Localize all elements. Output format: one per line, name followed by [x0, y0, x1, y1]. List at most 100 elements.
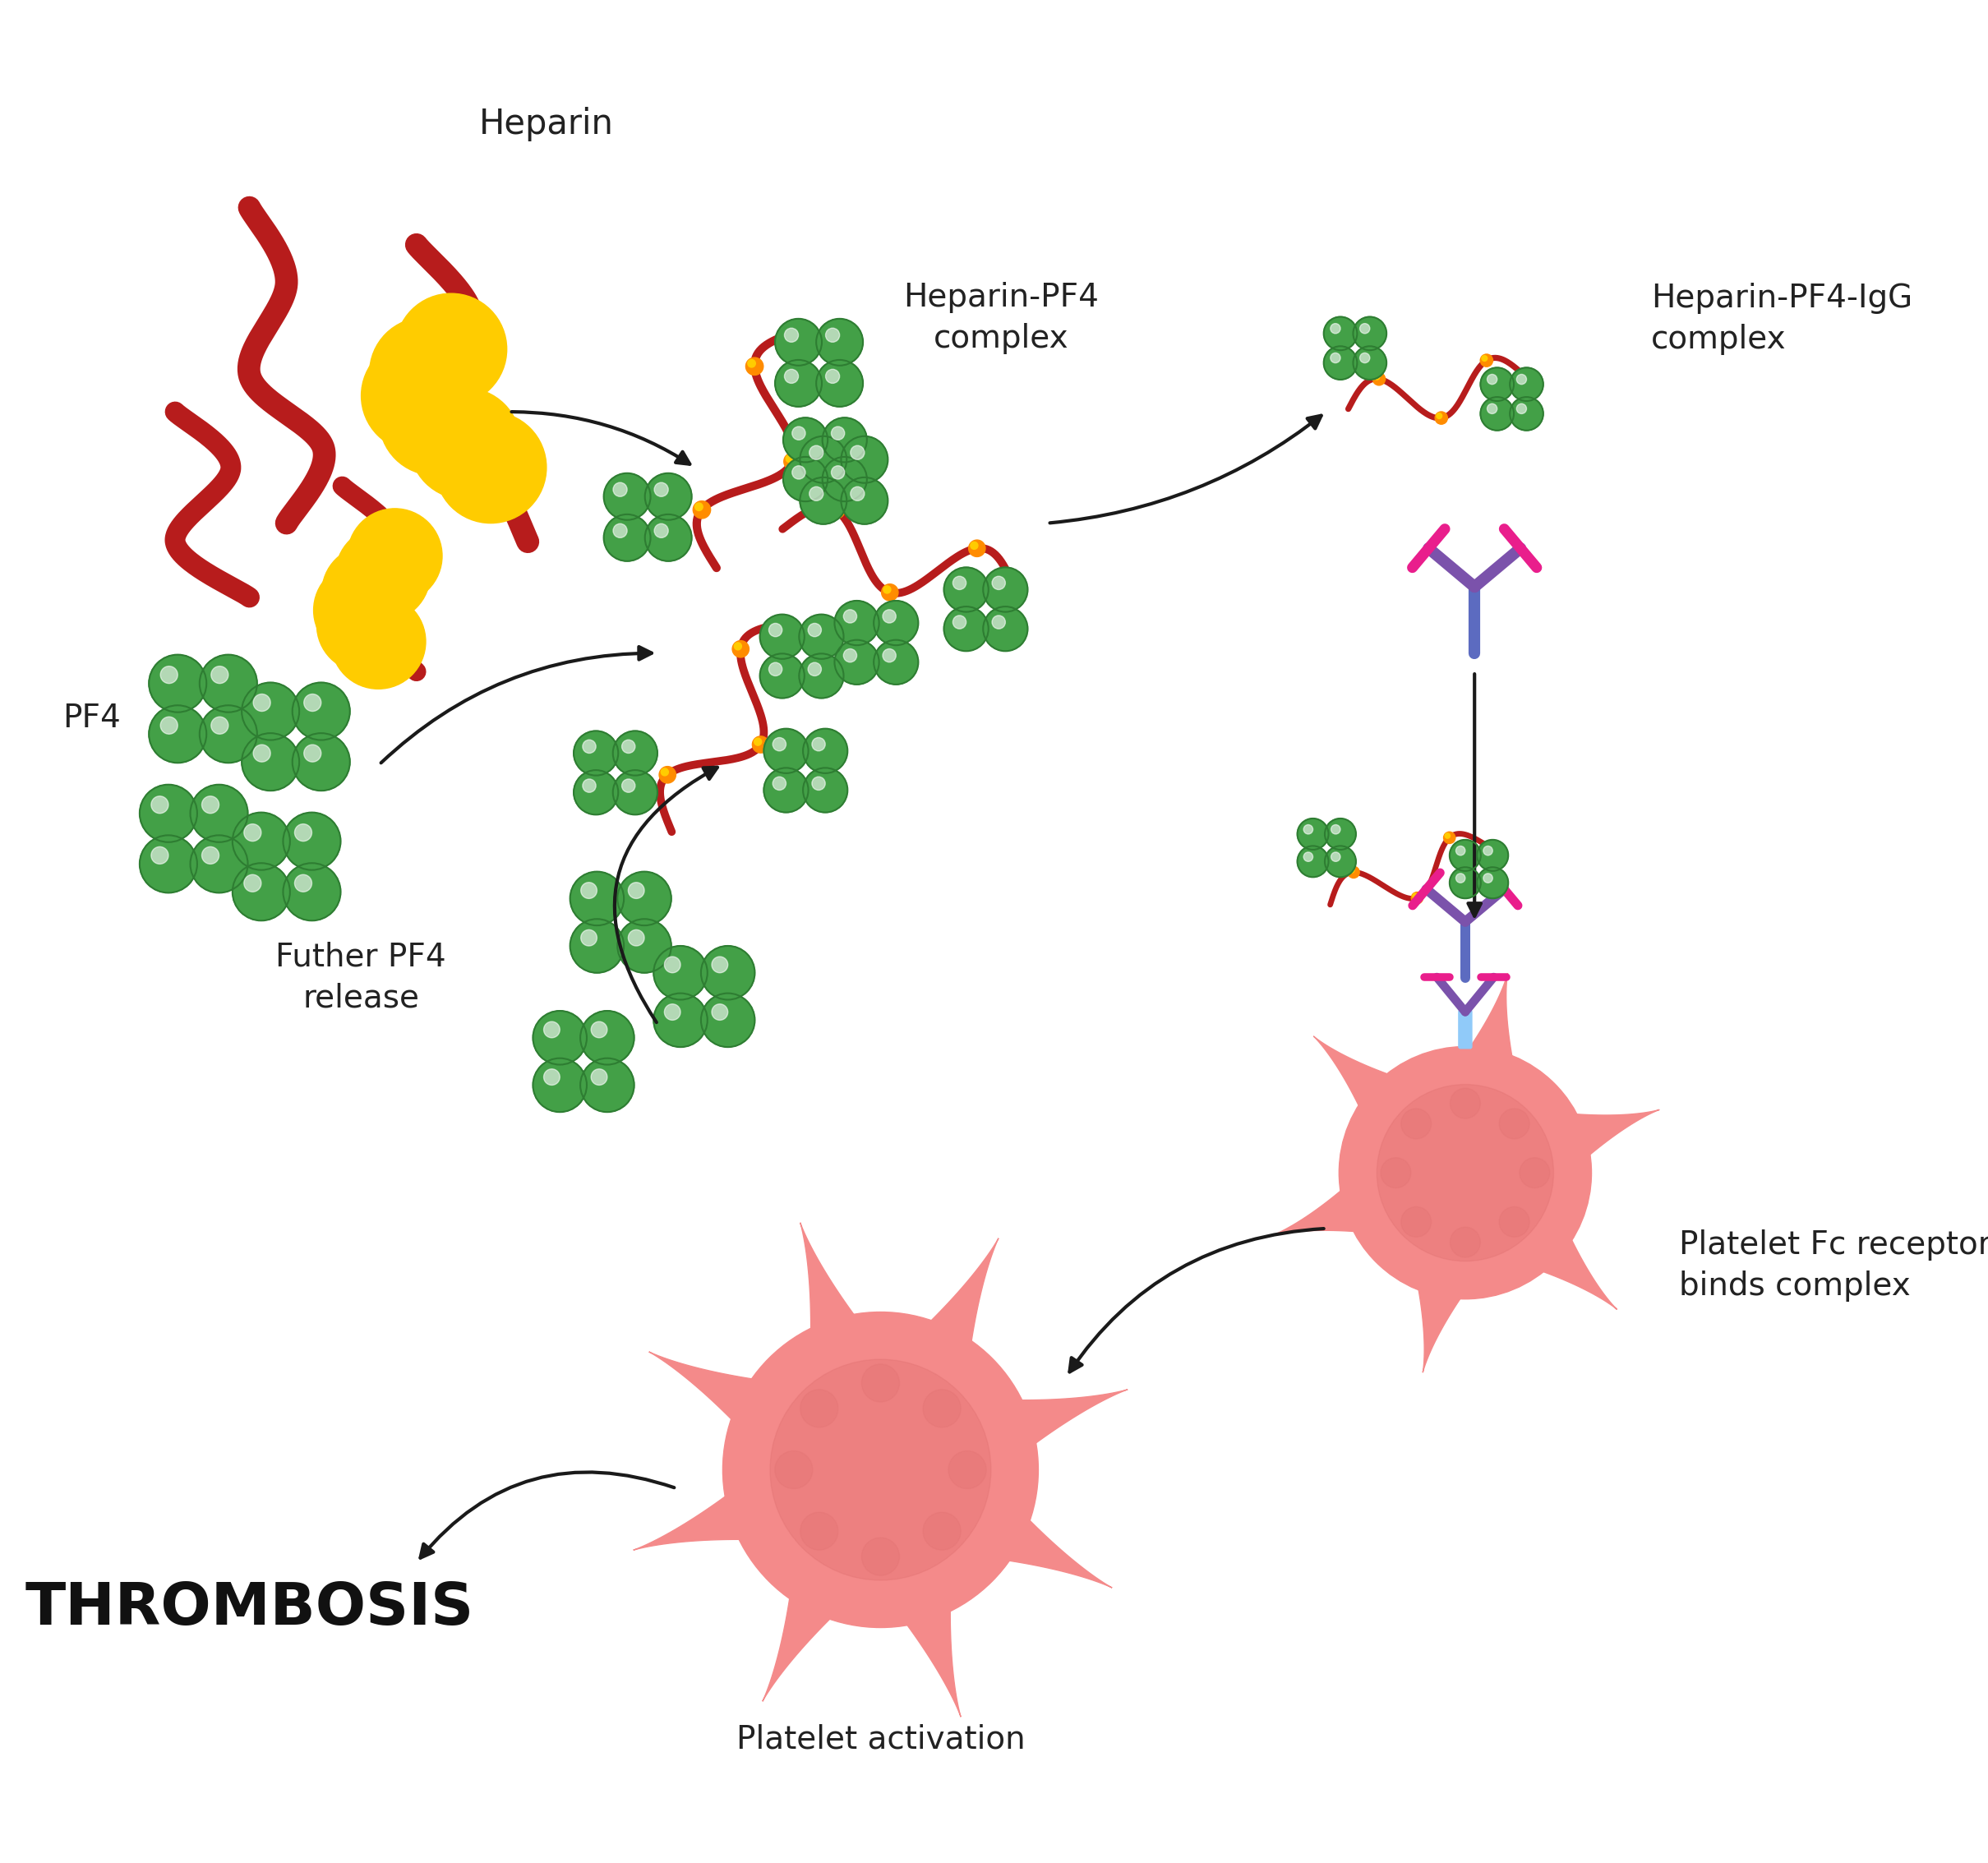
- Circle shape: [759, 615, 805, 660]
- FancyArrowPatch shape: [382, 646, 652, 762]
- Circle shape: [829, 501, 845, 518]
- Circle shape: [332, 594, 425, 689]
- Circle shape: [746, 358, 763, 374]
- FancyArrowPatch shape: [1050, 415, 1322, 524]
- Circle shape: [799, 615, 843, 660]
- Circle shape: [604, 473, 650, 520]
- Circle shape: [1509, 397, 1543, 430]
- Circle shape: [875, 600, 918, 645]
- Circle shape: [654, 524, 668, 538]
- Circle shape: [734, 643, 742, 650]
- Circle shape: [831, 503, 837, 510]
- Circle shape: [1443, 833, 1455, 844]
- Polygon shape: [974, 1390, 1127, 1474]
- Circle shape: [582, 779, 596, 792]
- Circle shape: [304, 745, 322, 762]
- Circle shape: [1487, 374, 1497, 384]
- Circle shape: [702, 993, 755, 1047]
- Circle shape: [843, 648, 857, 661]
- Circle shape: [580, 1012, 634, 1064]
- Polygon shape: [1539, 1110, 1660, 1181]
- Circle shape: [662, 768, 668, 775]
- Circle shape: [944, 607, 988, 650]
- Circle shape: [1499, 1207, 1529, 1237]
- Circle shape: [1374, 373, 1386, 386]
- Circle shape: [851, 445, 865, 460]
- Circle shape: [799, 654, 843, 699]
- Circle shape: [252, 695, 270, 712]
- Circle shape: [835, 639, 879, 684]
- Circle shape: [362, 341, 473, 451]
- Circle shape: [970, 542, 978, 550]
- Circle shape: [702, 946, 755, 1000]
- FancyArrowPatch shape: [419, 1472, 674, 1557]
- Circle shape: [1340, 1047, 1592, 1299]
- Circle shape: [1402, 1108, 1431, 1138]
- Circle shape: [1481, 367, 1513, 401]
- Circle shape: [835, 600, 879, 645]
- Circle shape: [944, 568, 988, 611]
- Circle shape: [380, 363, 491, 475]
- Polygon shape: [1447, 972, 1521, 1094]
- Circle shape: [533, 1012, 586, 1064]
- Circle shape: [1483, 874, 1493, 883]
- Circle shape: [618, 918, 672, 972]
- Circle shape: [590, 1021, 606, 1038]
- Circle shape: [582, 740, 596, 753]
- Polygon shape: [634, 1466, 787, 1550]
- Polygon shape: [801, 1222, 883, 1377]
- Circle shape: [590, 1069, 606, 1084]
- Circle shape: [791, 466, 805, 479]
- Circle shape: [1499, 1108, 1529, 1138]
- Circle shape: [1449, 840, 1481, 872]
- Circle shape: [580, 1058, 634, 1112]
- Circle shape: [1509, 367, 1543, 401]
- Circle shape: [817, 360, 863, 406]
- Circle shape: [410, 388, 521, 499]
- Circle shape: [1350, 868, 1354, 874]
- Circle shape: [759, 654, 805, 699]
- Circle shape: [843, 609, 857, 622]
- Circle shape: [1354, 347, 1386, 380]
- FancyArrowPatch shape: [614, 768, 718, 1023]
- Circle shape: [282, 863, 340, 920]
- Polygon shape: [1270, 1164, 1394, 1235]
- Circle shape: [801, 1390, 839, 1427]
- Circle shape: [654, 993, 708, 1047]
- Circle shape: [149, 654, 207, 712]
- Circle shape: [628, 930, 644, 946]
- Polygon shape: [648, 1353, 799, 1455]
- Circle shape: [149, 706, 207, 762]
- Circle shape: [580, 930, 596, 946]
- Text: THROMBOSIS: THROMBOSIS: [26, 1580, 473, 1638]
- Circle shape: [694, 501, 710, 518]
- Circle shape: [984, 568, 1028, 611]
- Circle shape: [292, 734, 350, 790]
- Circle shape: [922, 1390, 960, 1427]
- Circle shape: [1413, 894, 1417, 898]
- Circle shape: [612, 524, 626, 538]
- Circle shape: [775, 319, 821, 365]
- Circle shape: [831, 427, 845, 440]
- Circle shape: [1378, 1084, 1553, 1261]
- Circle shape: [654, 483, 668, 497]
- Polygon shape: [1411, 1252, 1483, 1373]
- Circle shape: [1304, 825, 1312, 835]
- Circle shape: [992, 576, 1006, 589]
- Circle shape: [769, 663, 781, 676]
- Circle shape: [763, 728, 809, 773]
- Circle shape: [1411, 892, 1423, 904]
- Circle shape: [811, 777, 825, 790]
- Polygon shape: [962, 1485, 1111, 1587]
- Circle shape: [825, 369, 839, 384]
- Circle shape: [151, 796, 169, 814]
- FancyArrowPatch shape: [1467, 674, 1481, 917]
- Text: Platelet activation: Platelet activation: [736, 1723, 1026, 1755]
- Circle shape: [1517, 404, 1527, 414]
- FancyArrowPatch shape: [511, 412, 690, 464]
- Circle shape: [654, 946, 708, 1000]
- Circle shape: [801, 1513, 839, 1550]
- Circle shape: [775, 1451, 813, 1489]
- Circle shape: [883, 585, 891, 592]
- Circle shape: [1481, 354, 1493, 367]
